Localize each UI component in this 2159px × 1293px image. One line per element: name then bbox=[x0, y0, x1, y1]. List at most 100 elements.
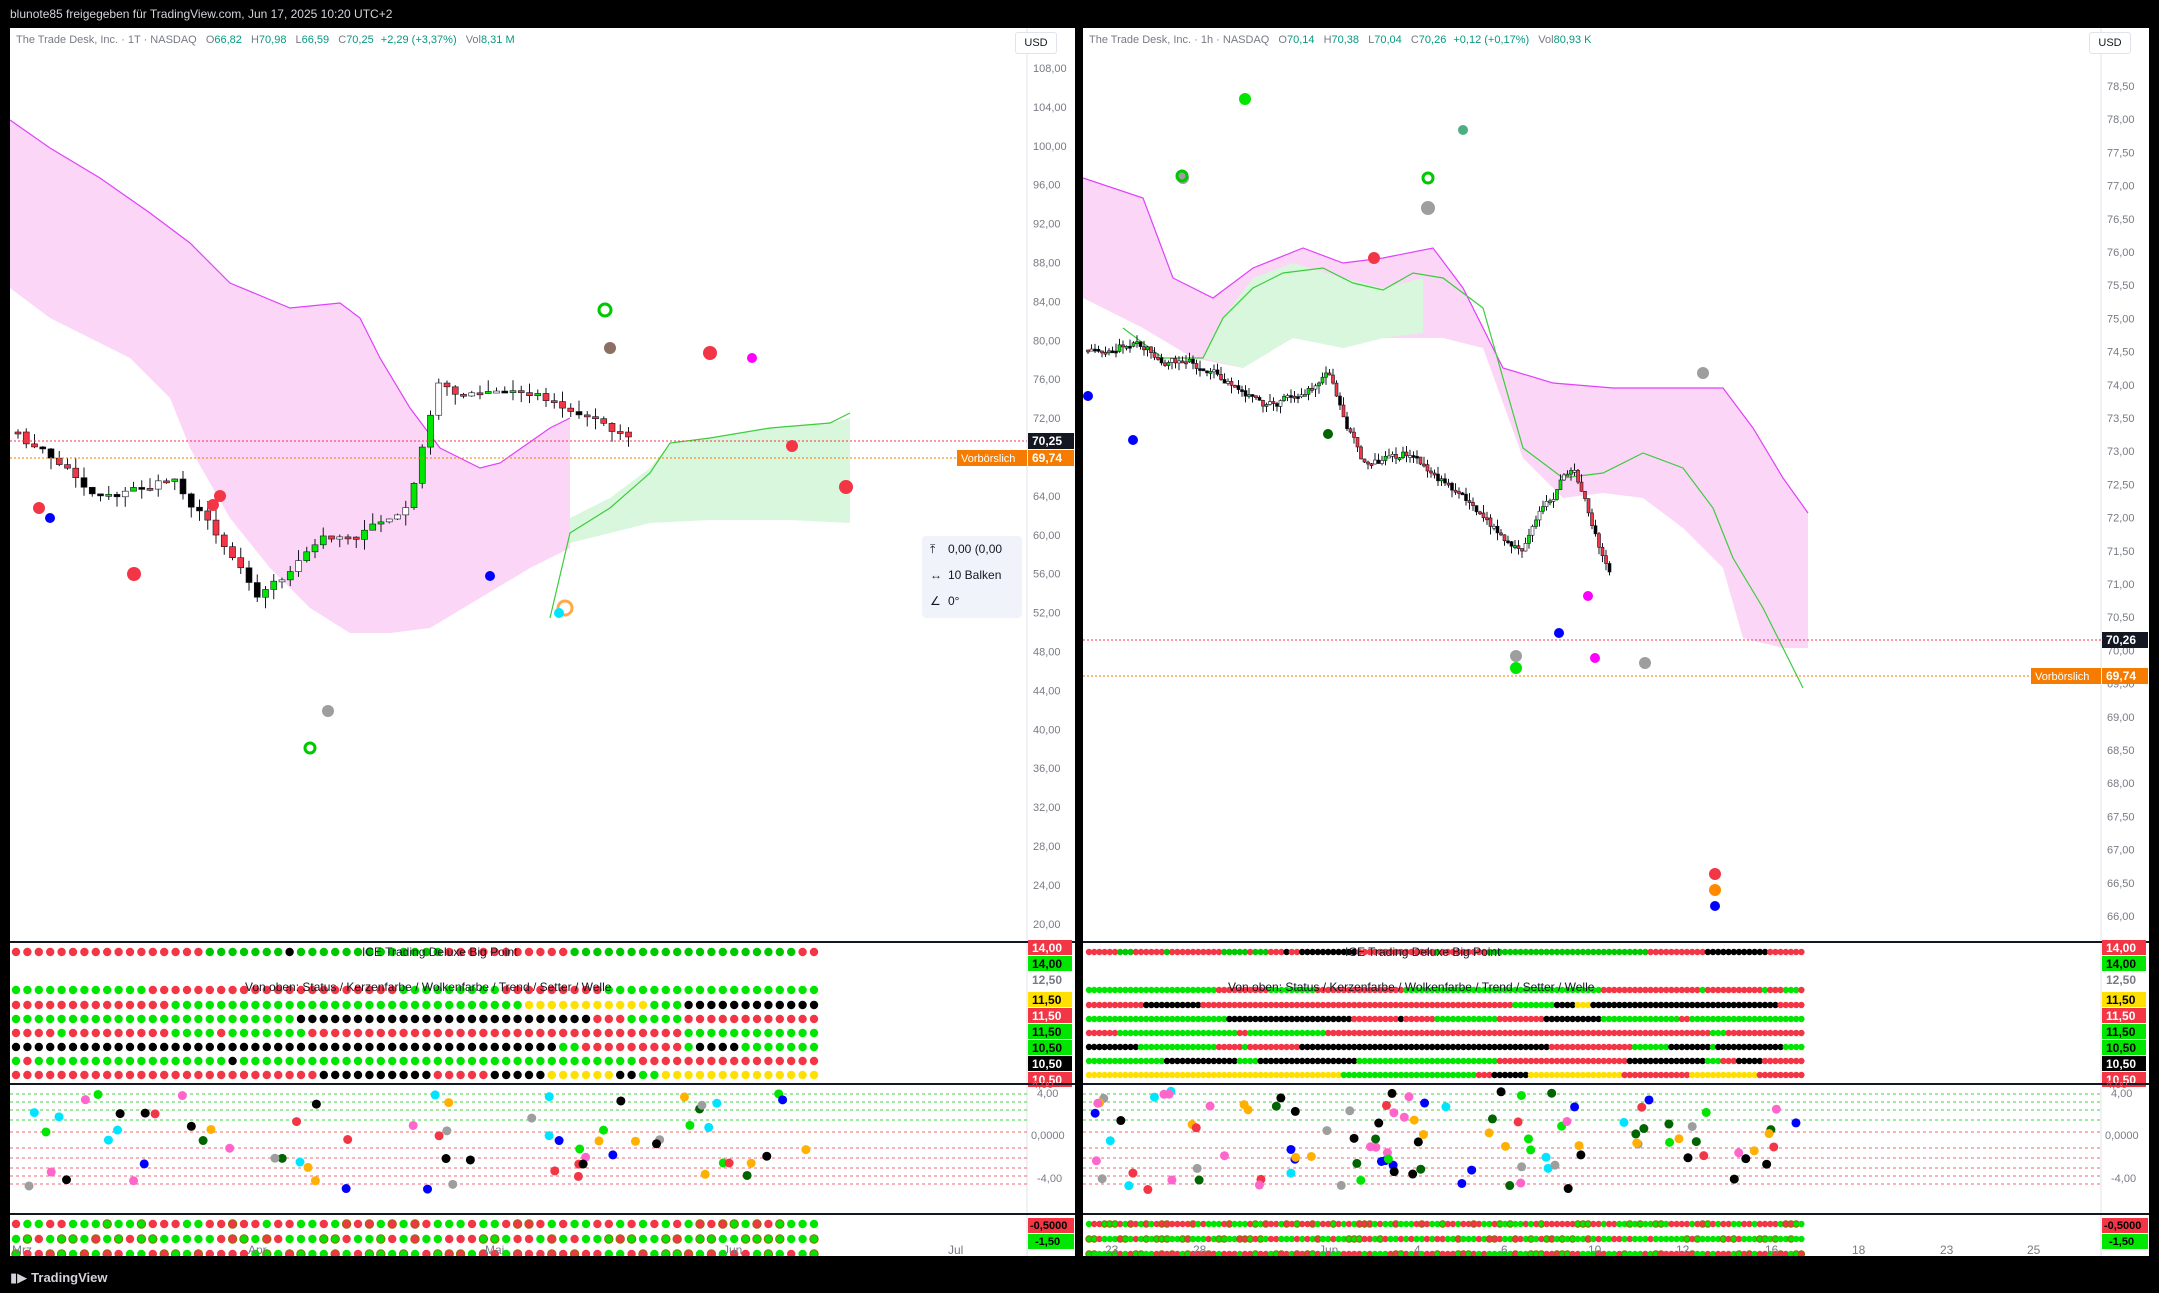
bottom-dot bbox=[1267, 1235, 1275, 1243]
chart-canvas-hourly[interactable]: 78,5078,0077,5077,0076,5076,0075,5075,00… bbox=[1083, 28, 2149, 1256]
status-dot bbox=[1683, 1015, 1691, 1023]
status-dot bbox=[1319, 1043, 1327, 1051]
status-dot bbox=[1356, 948, 1363, 956]
bottom-dot bbox=[228, 1249, 237, 1256]
symbol-legend[interactable]: The Trade Desk, Inc. · 1h · NASDAQ O70,1… bbox=[1089, 34, 1592, 46]
price-tick-label: 92,00 bbox=[1033, 219, 1061, 231]
symbol-title[interactable]: The Trade Desk, Inc. · 1T · NASDAQ bbox=[16, 34, 197, 46]
status-dot bbox=[1507, 1015, 1514, 1023]
indicator-value-label: 10,50 bbox=[1032, 1041, 1062, 1055]
status-dot bbox=[114, 1000, 123, 1010]
status-dot bbox=[479, 985, 488, 995]
status-dot bbox=[1330, 1057, 1337, 1065]
status-dot bbox=[1746, 1057, 1753, 1065]
candle-body bbox=[1299, 394, 1304, 398]
symbol-title[interactable]: The Trade Desk, Inc. · 1h · NASDAQ bbox=[1089, 34, 1270, 46]
status-dot bbox=[1278, 1029, 1285, 1037]
status-dot bbox=[217, 1042, 226, 1052]
status-dot bbox=[1652, 1071, 1659, 1079]
status-dot bbox=[1267, 1057, 1275, 1065]
status-dot bbox=[1418, 1071, 1425, 1079]
status-dot bbox=[1683, 1029, 1691, 1037]
indicator-title[interactable]: ICE Trading Deluxe Big Point bbox=[362, 945, 518, 959]
status-dot bbox=[1345, 948, 1353, 956]
bottom-dot bbox=[445, 1219, 454, 1229]
price-tick-label: 68,00 bbox=[2107, 778, 2135, 790]
status-dot bbox=[1418, 948, 1425, 956]
status-dot bbox=[1413, 1029, 1420, 1037]
status-dot bbox=[1616, 1029, 1623, 1037]
currency-button[interactable]: USD bbox=[1015, 32, 1057, 54]
status-dot bbox=[1481, 1071, 1488, 1079]
status-dot bbox=[570, 1028, 579, 1038]
status-dot bbox=[1621, 1001, 1628, 1009]
status-dot bbox=[1590, 948, 1597, 956]
status-dot bbox=[1470, 1029, 1477, 1037]
oscillator-dot bbox=[1576, 1150, 1586, 1160]
status-dot bbox=[1403, 1001, 1410, 1009]
status-dot bbox=[1621, 986, 1628, 994]
status-dot bbox=[684, 985, 693, 995]
pane-background bbox=[1083, 28, 2149, 1256]
status-dot bbox=[296, 1000, 306, 1010]
status-dot bbox=[1767, 1071, 1774, 1079]
status-dot bbox=[34, 1014, 43, 1024]
status-dot bbox=[1163, 1043, 1171, 1051]
status-dot bbox=[1184, 1015, 1191, 1023]
bottom-dot bbox=[1200, 1235, 1207, 1243]
status-dot bbox=[274, 1000, 283, 1010]
ichimoku-cloud-bearish-edge bbox=[10, 119, 571, 469]
bottom-dot bbox=[1486, 1220, 1493, 1228]
bottom-dot bbox=[1704, 1235, 1711, 1243]
candle-body bbox=[1513, 545, 1517, 548]
chart-pane-daily[interactable]: 108,00 104,00 100,00 96,00 92,00 88,00 84,00 80… bbox=[10, 28, 1075, 1256]
candle-body bbox=[583, 414, 591, 418]
status-dot bbox=[513, 1056, 522, 1066]
status-dot bbox=[319, 1028, 328, 1038]
status-dot bbox=[1158, 948, 1165, 956]
bottom-dot bbox=[1709, 1235, 1717, 1243]
bottom-dot bbox=[1673, 1220, 1680, 1228]
status-dot bbox=[1465, 1001, 1472, 1009]
osc-tick: 0,0000 bbox=[2105, 1130, 2139, 1142]
status-dot bbox=[456, 1014, 465, 1024]
bottom-dot bbox=[1533, 1235, 1540, 1243]
status-dot bbox=[1366, 948, 1373, 956]
price-range-icon: ⤒ bbox=[930, 542, 936, 556]
candle-body bbox=[1278, 400, 1283, 407]
status-dot bbox=[125, 1070, 135, 1080]
status-dot bbox=[1257, 1071, 1264, 1079]
status-dot bbox=[1767, 1029, 1774, 1037]
oscillator-dot bbox=[1105, 1136, 1115, 1146]
bottom-dot bbox=[1579, 1250, 1587, 1256]
status-dot bbox=[1741, 1015, 1748, 1023]
status-dot bbox=[296, 985, 306, 995]
currency-button[interactable]: USD bbox=[2089, 32, 2131, 54]
price-tick-label: 28,00 bbox=[1033, 841, 1061, 853]
bottom-dot bbox=[1252, 1235, 1259, 1243]
symbol-legend[interactable]: The Trade Desk, Inc. · 1T · NASDAQ O66,8… bbox=[16, 34, 515, 46]
status-dot bbox=[1460, 1029, 1467, 1037]
status-dot bbox=[1184, 1001, 1191, 1009]
bottom-dot bbox=[182, 1249, 192, 1256]
price-tick-label: 60,00 bbox=[1033, 530, 1061, 542]
bottom-dot bbox=[1330, 1250, 1337, 1256]
status-dot bbox=[1085, 1029, 1093, 1037]
bottom-dot bbox=[536, 1219, 545, 1229]
price-tick-label: 100,00 bbox=[1033, 141, 1067, 153]
oscillator-dot bbox=[115, 1109, 125, 1119]
tradingview-brand[interactable]: ▮▶ TradingView bbox=[10, 1270, 108, 1286]
status-dot bbox=[1241, 1029, 1249, 1037]
indicator-title[interactable]: ICE Trading Deluxe Big Point bbox=[1345, 945, 1501, 959]
candle-body bbox=[1464, 493, 1468, 501]
bottom-dot bbox=[227, 1219, 238, 1229]
candle-body bbox=[1443, 478, 1447, 484]
status-dot bbox=[1148, 1071, 1155, 1079]
oscillator-dot bbox=[93, 1089, 103, 1099]
chart-pane-hourly[interactable]: 78,50 78,00 77,50 77,00 76,50 76,00 75,50 75,00… bbox=[1083, 28, 2149, 1256]
bottom-dot bbox=[1210, 1235, 1217, 1243]
status-dot bbox=[467, 947, 477, 957]
chart-canvas-daily[interactable]: 108,00104,00100,0096,0092,0088,0084,0080… bbox=[10, 28, 1075, 1256]
signal-dot bbox=[747, 353, 757, 363]
status-dot bbox=[1501, 1015, 1509, 1023]
